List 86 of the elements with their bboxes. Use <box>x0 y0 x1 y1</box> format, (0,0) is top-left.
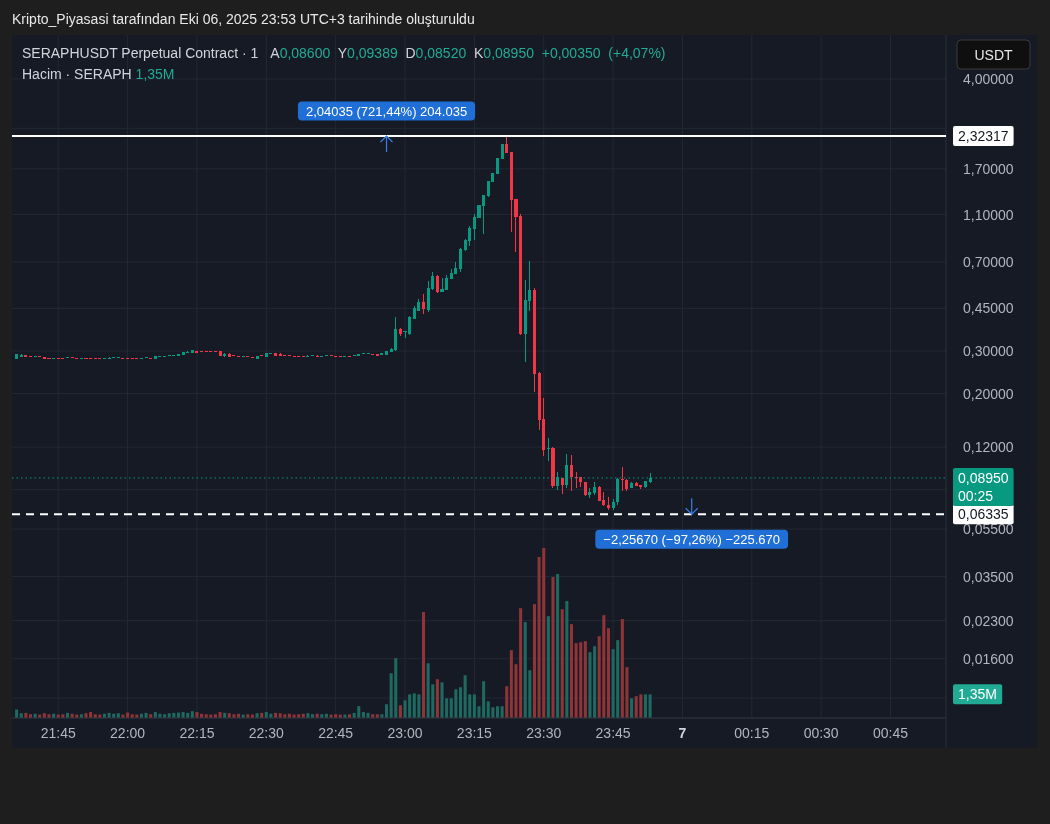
text: Kripto_Piyasasi tarafından Eki 06, 2025 23:53 UTC+3 tarihinde oluşturuldu <box>12 11 475 27</box>
x-tick-label: 22:45 <box>318 725 354 741</box>
y-tick-label: 0,70000 <box>963 253 1014 270</box>
annotation: −2,25670 (−97,26%) −225.670 <box>603 531 781 547</box>
bar <box>639 694 643 718</box>
bar <box>616 640 620 718</box>
x-tick-label: 00:15 <box>734 725 770 741</box>
candlestick <box>468 225 472 247</box>
x-tick-label: 00:30 <box>803 725 839 741</box>
y-tick-label: 0,20000 <box>963 385 1014 402</box>
bar <box>463 675 467 718</box>
bar <box>398 705 402 718</box>
bar <box>630 698 634 718</box>
y-tick-label: 0,30000 <box>963 342 1014 359</box>
bar <box>385 704 389 718</box>
x-tick-label: 22:30 <box>248 725 285 741</box>
y-tick-label: 0,01600 <box>963 650 1014 667</box>
y-tick-label: 1,10000 <box>963 206 1014 223</box>
candlestick <box>454 261 458 275</box>
text: A0,08600 Y0,09389 D0,08520 K0,08950 +0,00350 (+4,07%) <box>270 45 666 61</box>
bar <box>542 548 546 718</box>
bar <box>47 714 51 718</box>
y-tick-label: 0,02300 <box>963 612 1014 629</box>
bar <box>357 706 361 718</box>
bar <box>620 619 624 718</box>
x-tick-label: 23:30 <box>526 725 562 741</box>
ref-line-label: 0,06335 <box>958 506 1009 523</box>
bar <box>569 624 573 718</box>
bar <box>565 601 569 718</box>
bar <box>643 694 647 718</box>
bar <box>593 646 597 718</box>
bar <box>602 615 606 718</box>
bar <box>84 713 88 718</box>
bar <box>458 687 463 718</box>
y-tick-label: 0,05500 <box>963 521 1014 538</box>
bar <box>440 682 444 718</box>
bar <box>551 577 555 718</box>
bar <box>648 694 652 718</box>
x-tick-label: 23:00 <box>387 725 423 741</box>
bar <box>523 622 527 718</box>
x-tick-label: 21:45 <box>40 725 76 741</box>
bar <box>421 612 426 718</box>
x-tick-label: 22:00 <box>110 725 146 741</box>
bar <box>426 663 430 718</box>
y-tick-label: 0,12000 <box>963 439 1014 456</box>
ref-line-label: 2,32317 <box>958 128 1009 145</box>
bar <box>412 693 416 718</box>
bar <box>606 628 610 718</box>
bar <box>495 706 500 718</box>
chart-title: Hacim · SERAPH 1,35M <box>22 66 175 82</box>
x-tick-label: 23:45 <box>595 725 631 741</box>
bar <box>394 658 398 718</box>
x-tick-label: 7 <box>678 725 687 741</box>
candlestick <box>611 498 615 511</box>
y-tick-label: 0,45000 <box>963 300 1014 317</box>
candlestick <box>458 247 463 273</box>
candlestick <box>440 277 444 293</box>
x-tick-label: 00:45 <box>872 725 909 741</box>
bar <box>454 689 458 718</box>
bar <box>486 701 490 718</box>
text: 1,35M <box>958 686 997 703</box>
bar <box>556 574 560 718</box>
bar <box>634 696 638 718</box>
bar <box>500 706 504 718</box>
y-tick-label: 1,70000 <box>963 160 1014 177</box>
annotation: 2,04035 (721,44%) 204.035 <box>305 103 468 119</box>
candlestick <box>394 316 398 352</box>
text: SERAPHUSDT Perpetual Contract · 1 <box>22 45 259 61</box>
bar <box>435 679 439 718</box>
bar <box>417 694 421 718</box>
bar <box>588 652 592 718</box>
bar <box>579 642 583 718</box>
bar <box>583 641 587 718</box>
bar <box>560 609 564 718</box>
bar <box>505 686 509 718</box>
bar <box>574 643 578 718</box>
x-tick-label: 22:15 <box>179 725 215 741</box>
candlestick <box>421 293 426 315</box>
y-tick-label: 0,03500 <box>963 568 1014 585</box>
x-tick-label: 23:15 <box>456 725 493 741</box>
y-tick-label: 4,00000 <box>963 70 1014 87</box>
bar <box>532 604 537 718</box>
candlestick <box>426 280 430 313</box>
y-axis-title: USDT <box>974 46 1013 63</box>
candlestick <box>569 454 573 492</box>
bar <box>546 616 550 718</box>
